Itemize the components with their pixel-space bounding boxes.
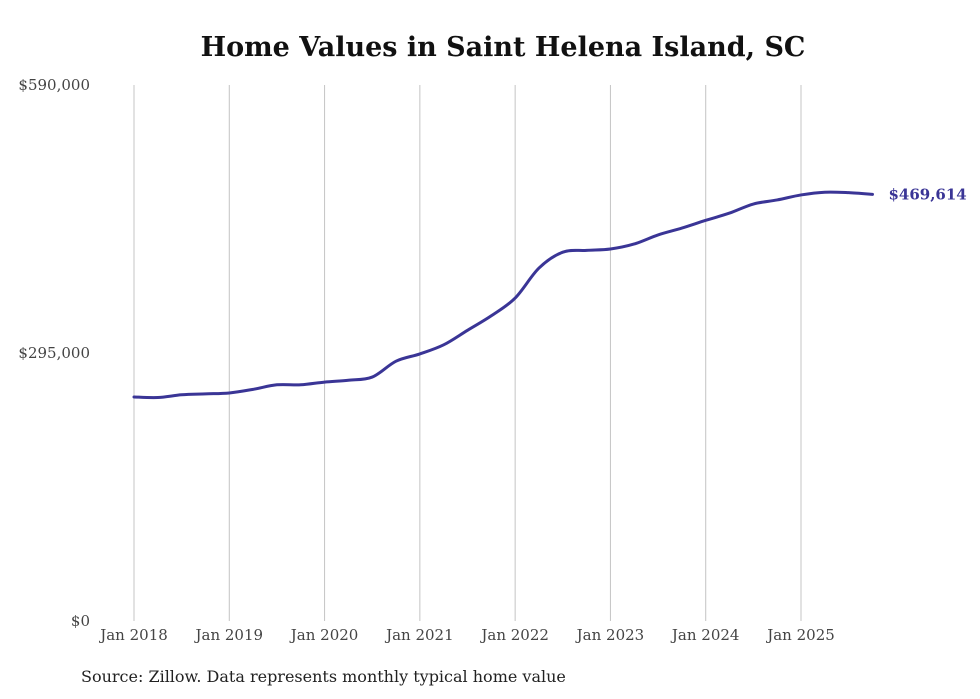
x-tick-label: Jan 2018	[98, 626, 168, 644]
x-tick-label: Jan 2024	[670, 626, 740, 644]
y-tick-label: $295,000	[18, 344, 90, 362]
y-tick-label: $590,000	[18, 76, 90, 94]
x-tick-label: Jan 2023	[575, 626, 645, 644]
x-tick-label: Jan 2020	[289, 626, 359, 644]
x-tick-label: Jan 2022	[479, 626, 549, 644]
x-tick-label: Jan 2025	[765, 626, 835, 644]
x-tick-label: Jan 2019	[194, 626, 264, 644]
series-line	[132, 190, 874, 400]
y-tick-label: $0	[71, 612, 90, 630]
end-value-label: $469,614	[888, 185, 966, 203]
source-note: Source: Zillow. Data represents monthly …	[81, 667, 566, 686]
x-tick-label: Jan 2021	[384, 626, 454, 644]
chart-title: Home Values in Saint Helena Island, SC	[200, 32, 806, 63]
